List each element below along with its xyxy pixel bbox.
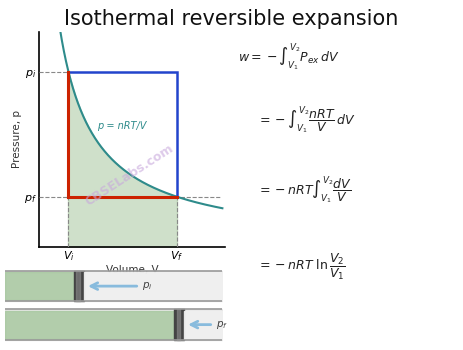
Text: $p_f$: $p_f$ — [216, 318, 228, 331]
X-axis label: Volume, V: Volume, V — [106, 265, 158, 275]
Bar — [69, 71, 177, 197]
Text: $w = -\int_{V_1}^{V_2} P_{ex}\,dV$: $w = -\int_{V_1}^{V_2} P_{ex}\,dV$ — [238, 42, 340, 73]
Text: Isothermal reversible expansion: Isothermal reversible expansion — [64, 9, 399, 29]
Text: CBSELabs.com: CBSELabs.com — [83, 142, 176, 208]
Text: $= -nRT \int_{V_1}^{V_2} \dfrac{dV}{V}$: $= -nRT \int_{V_1}^{V_2} \dfrac{dV}{V}$ — [257, 175, 352, 206]
Text: $= -nRT\ \ln\dfrac{V_{2}}{V_{1}}$: $= -nRT\ \ln\dfrac{V_{2}}{V_{1}}$ — [257, 252, 346, 282]
Text: $p_i$: $p_i$ — [142, 280, 152, 292]
Y-axis label: Pressure, p: Pressure, p — [13, 110, 22, 168]
Text: $= -\int_{V_1}^{V_2} \dfrac{nRT}{V}\,dV$: $= -\int_{V_1}^{V_2} \dfrac{nRT}{V}\,dV$ — [257, 105, 356, 136]
Text: p = nRT/V: p = nRT/V — [97, 121, 146, 131]
